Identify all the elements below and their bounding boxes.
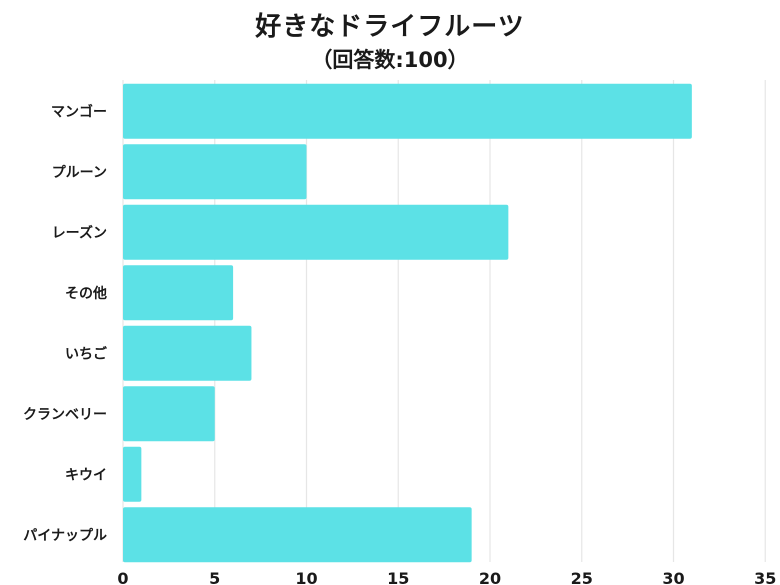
category-label: キウイ	[65, 467, 107, 483]
x-tick-label: 20	[479, 569, 501, 585]
chart-subtitle: （回答数:100）	[311, 48, 469, 72]
x-tick-labels: 0 5 10 15 20 25 30 35	[117, 569, 776, 585]
category-label: プルーン	[52, 165, 107, 181]
x-tick-label: 30	[662, 569, 684, 585]
x-tick-label: 0	[117, 569, 128, 585]
category-label: パイナップル	[23, 528, 107, 544]
bar-2	[123, 204, 509, 260]
bar-5	[123, 386, 215, 442]
x-tick-label: 15	[387, 569, 409, 585]
x-tick-label: 10	[295, 569, 317, 585]
bar-0	[123, 83, 692, 139]
bars	[123, 83, 692, 563]
bar-6	[123, 446, 142, 502]
bar-1	[123, 144, 307, 200]
category-label: レーズン	[52, 224, 107, 241]
x-tick-label: 25	[571, 569, 593, 585]
bar-4	[123, 325, 252, 381]
x-tick-label: 5	[209, 569, 220, 585]
category-label: マンゴー	[51, 103, 107, 120]
category-label: いちご	[65, 345, 108, 362]
category-label: クランベリー	[23, 407, 107, 423]
chart-title: 好きなドライフルーツ	[255, 12, 525, 42]
x-tick-label: 35	[754, 569, 776, 585]
bar-7	[123, 507, 472, 563]
category-label: その他	[65, 285, 107, 302]
bar-3	[123, 265, 234, 321]
grid-lines	[122, 80, 766, 562]
